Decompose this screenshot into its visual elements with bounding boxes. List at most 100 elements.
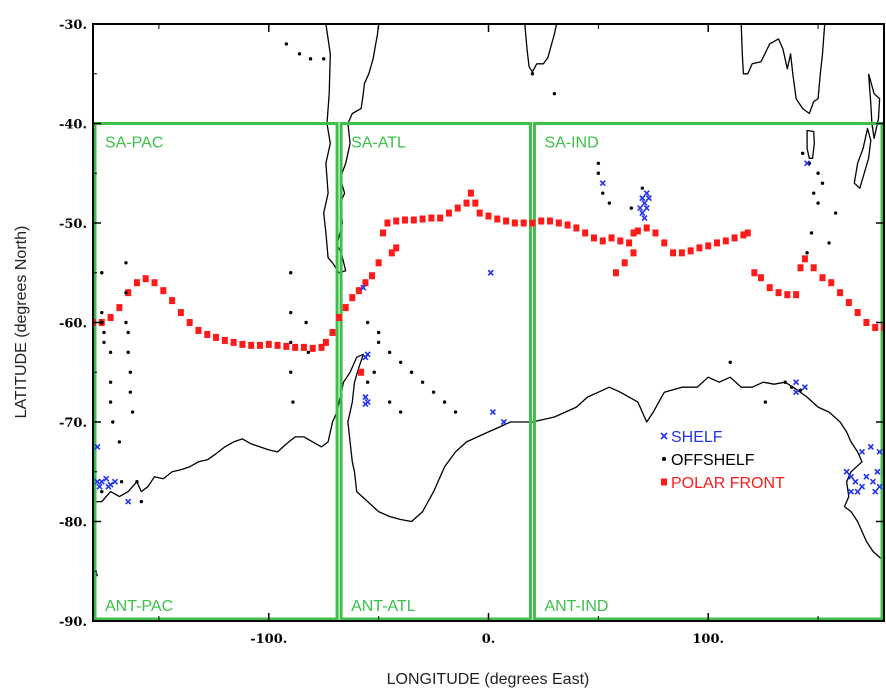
- polar-front-point: [329, 328, 336, 336]
- polar-front-point: [511, 219, 518, 227]
- offshelf-point: [308, 57, 313, 61]
- polar-front-point: [454, 204, 461, 212]
- shelf-point: [869, 478, 877, 485]
- polar-front-point: [133, 279, 140, 287]
- shelf-point: [94, 443, 101, 450]
- polar-front-point: [195, 326, 202, 334]
- polar-front-point: [621, 259, 628, 267]
- offshelf-point: [596, 171, 601, 175]
- offshelf-point: [552, 91, 557, 96]
- offshelf-point: [124, 290, 128, 295]
- shelf-point: [489, 408, 496, 416]
- offshelf-point: [398, 360, 403, 364]
- x-tick-label: -100.: [250, 632, 287, 647]
- polar-front-point: [590, 234, 597, 242]
- shelf-point: [793, 379, 800, 386]
- offshelf-point: [130, 410, 135, 414]
- offshelf-point: [827, 241, 831, 245]
- offshelf-point: [601, 191, 605, 195]
- offshelf-point: [376, 330, 381, 335]
- polar-front-point: [256, 341, 263, 349]
- polar-front-point: [643, 224, 650, 232]
- offshelf-point: [126, 350, 130, 355]
- polar-front-point: [274, 341, 281, 349]
- coastline-new-zealand-north: [867, 73, 881, 140]
- offshelf-point: [372, 370, 376, 374]
- offshelf-point: [728, 360, 732, 364]
- polar-front-point: [819, 274, 826, 282]
- plot-frame: [92, 23, 885, 622]
- shelf-point: [847, 488, 855, 495]
- legend-marker-shelf: [660, 432, 668, 440]
- polar-front-point: [757, 274, 764, 282]
- offshelf-point: [453, 410, 458, 414]
- offshelf-point: [108, 350, 113, 355]
- shelf-point: [639, 209, 646, 217]
- shelf-point: [847, 473, 855, 480]
- polar-front-point: [705, 242, 712, 250]
- offshelf-point: [102, 340, 106, 345]
- polar-front-point: [678, 249, 685, 257]
- polar-front-point: [854, 309, 861, 317]
- offshelf-point: [763, 400, 768, 404]
- shelf-point: [364, 351, 371, 358]
- polar-front-point: [630, 249, 637, 257]
- shelf-point: [874, 468, 881, 475]
- polar-front-point: [402, 216, 409, 224]
- shelf-point: [639, 195, 646, 202]
- coastline-new-zealand-south: [853, 127, 872, 189]
- polar-front-point: [670, 249, 677, 257]
- legend-marker-offshelf: [662, 457, 666, 461]
- polar-front-point: [608, 234, 615, 242]
- offshelf-point: [365, 320, 370, 325]
- polar-front-point: [837, 289, 844, 297]
- shelf-point: [863, 473, 870, 480]
- region-box-sa-pac: [93, 122, 339, 621]
- polar-front-point: [230, 338, 237, 346]
- shelf-point: [801, 384, 808, 391]
- polar-front-point: [204, 330, 211, 338]
- shelf-point: [599, 180, 606, 187]
- offshelf-point: [124, 320, 128, 325]
- polar-front-point: [751, 269, 758, 277]
- x-tick-label: 0.: [482, 632, 496, 647]
- offshelf-point: [297, 52, 302, 56]
- polar-front-point: [626, 239, 633, 247]
- shelf-point: [98, 478, 105, 485]
- offshelf-point: [289, 271, 293, 275]
- axis-ticks: -30. -40. -50. -60. -70. -80. -90. -100. 0. 100.: [59, 18, 884, 647]
- region-box-sa-ind: [532, 122, 884, 621]
- polar-front-point: [342, 304, 349, 312]
- polar-front-point: [582, 229, 589, 237]
- region-label-ant-ind: ANT-IND: [544, 598, 608, 615]
- polar-front-point: [355, 287, 362, 295]
- shelf-series: [94, 160, 883, 505]
- shelf-point: [641, 200, 648, 207]
- polar-front-point: [358, 368, 365, 376]
- polar-front-point: [169, 297, 176, 305]
- polar-front-point: [437, 214, 444, 222]
- polar-front-point: [265, 340, 272, 348]
- coastline-australia: [740, 24, 826, 115]
- polar-front-point: [661, 239, 668, 247]
- polar-front-point: [630, 229, 637, 237]
- offshelf-point: [640, 186, 645, 190]
- shelf-point: [804, 160, 811, 167]
- region-label-ant-atl: ANT-ATL: [351, 598, 416, 615]
- y-tick-label: -90.: [59, 615, 87, 630]
- polar-front-point: [186, 319, 193, 326]
- shelf-point: [107, 481, 114, 488]
- shelf-point: [96, 483, 103, 490]
- polar-front-point: [503, 217, 510, 225]
- polar-front-point: [318, 343, 325, 351]
- polar-front-point: [476, 209, 483, 217]
- polar-front-point: [467, 189, 474, 197]
- polar-front-point: [485, 212, 492, 220]
- polar-front-point: [744, 229, 751, 237]
- offshelf-series: [100, 42, 838, 504]
- shelf-point: [843, 468, 850, 475]
- offshelf-point: [306, 350, 311, 355]
- polar-front-point: [309, 344, 316, 352]
- shelf-point: [876, 483, 883, 490]
- polar-front-point: [248, 341, 255, 349]
